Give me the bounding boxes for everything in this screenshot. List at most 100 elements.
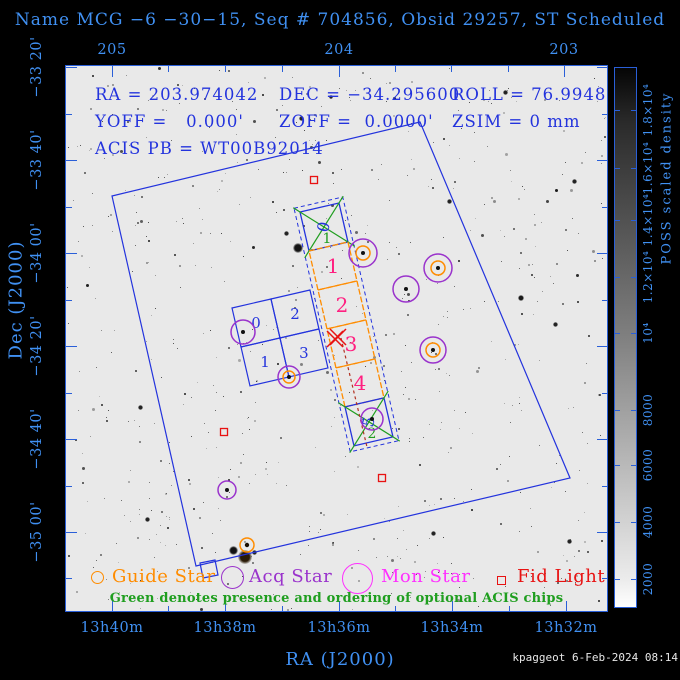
background-star	[454, 180, 457, 183]
background-star	[173, 342, 175, 344]
background-star	[573, 556, 575, 558]
background-star	[314, 297, 316, 299]
background-star	[576, 584, 578, 586]
background-star	[520, 252, 523, 255]
background-star	[195, 264, 197, 266]
axis-tick	[597, 439, 608, 440]
background-star	[124, 190, 126, 192]
background-star	[463, 309, 465, 311]
background-star	[305, 92, 308, 95]
background-star	[365, 232, 367, 234]
background-star	[600, 163, 602, 165]
background-star	[454, 286, 456, 288]
background-star	[265, 325, 267, 327]
background-star	[603, 135, 606, 138]
background-star	[392, 332, 395, 335]
background-star	[402, 530, 404, 532]
axis-tick-label: 204	[324, 42, 354, 58]
background-star	[235, 134, 237, 136]
background-star	[559, 455, 561, 457]
background-star	[86, 283, 90, 287]
background-star	[384, 517, 386, 519]
background-star	[587, 335, 590, 338]
background-star	[161, 108, 164, 111]
background-star	[362, 596, 364, 598]
background-star	[198, 207, 200, 209]
background-star	[406, 549, 408, 551]
background-star	[388, 199, 390, 201]
axis-tick	[602, 114, 608, 115]
axis-tick	[66, 578, 72, 579]
background-star	[105, 420, 108, 423]
background-star	[508, 456, 510, 458]
background-star	[518, 530, 520, 532]
background-star	[546, 200, 550, 204]
background-star	[332, 183, 334, 185]
background-star	[397, 556, 399, 558]
background-star	[107, 84, 110, 87]
background-star	[510, 421, 511, 423]
background-star	[532, 314, 534, 316]
background-star	[434, 503, 436, 505]
axis-tick	[66, 346, 77, 347]
background-star	[153, 557, 155, 559]
background-star	[243, 540, 246, 543]
galaxy-blob	[502, 89, 508, 95]
background-star	[490, 196, 493, 199]
axis-tick	[395, 606, 396, 612]
axis-tick	[597, 253, 608, 254]
background-star	[402, 297, 404, 299]
background-star	[171, 484, 173, 486]
background-star	[101, 403, 104, 406]
background-star	[280, 437, 283, 440]
axis-tick-label: −34 20'	[29, 315, 45, 377]
background-star	[130, 470, 132, 472]
background-star	[443, 536, 445, 538]
background-star	[112, 114, 114, 116]
background-star	[483, 203, 485, 205]
axis-tick-label: −33 20'	[29, 36, 45, 98]
background-star	[182, 217, 184, 219]
background-star	[249, 351, 251, 353]
legend-note: Green denotes presence and ordering of o…	[109, 591, 564, 606]
background-star	[319, 528, 321, 530]
background-star	[330, 247, 332, 249]
background-star	[600, 202, 602, 204]
background-star	[239, 462, 242, 465]
colorbar-tick-label: 10⁴	[641, 322, 655, 344]
galaxy-blob	[430, 530, 436, 536]
background-star	[187, 567, 190, 570]
axis-tick-label: 13h34m	[420, 620, 484, 636]
background-star	[504, 152, 508, 156]
info-text: YOFF = 0.000'	[95, 112, 244, 131]
background-star	[587, 95, 589, 97]
background-star	[409, 440, 411, 442]
background-star	[491, 103, 493, 105]
background-star	[111, 83, 114, 86]
background-star	[326, 266, 329, 269]
background-star	[440, 498, 443, 501]
background-star	[291, 77, 293, 79]
background-star	[242, 454, 244, 455]
background-star	[77, 145, 79, 147]
background-star	[406, 174, 408, 176]
background-star	[309, 86, 312, 89]
background-star	[285, 172, 287, 174]
background-star	[372, 335, 374, 337]
background-star	[431, 351, 433, 353]
background-star	[441, 421, 443, 423]
mon-star-legend-icon	[341, 562, 373, 594]
background-star	[480, 234, 484, 238]
background-star	[474, 217, 476, 219]
background-star	[438, 323, 440, 325]
background-star	[398, 427, 401, 430]
background-star	[91, 407, 95, 411]
background-star	[562, 174, 564, 176]
background-star	[507, 89, 509, 91]
background-star	[283, 209, 286, 212]
background-star	[248, 429, 250, 431]
axis-tick	[282, 606, 283, 612]
background-star	[397, 252, 400, 255]
background-star	[161, 376, 163, 378]
background-star	[442, 316, 444, 318]
